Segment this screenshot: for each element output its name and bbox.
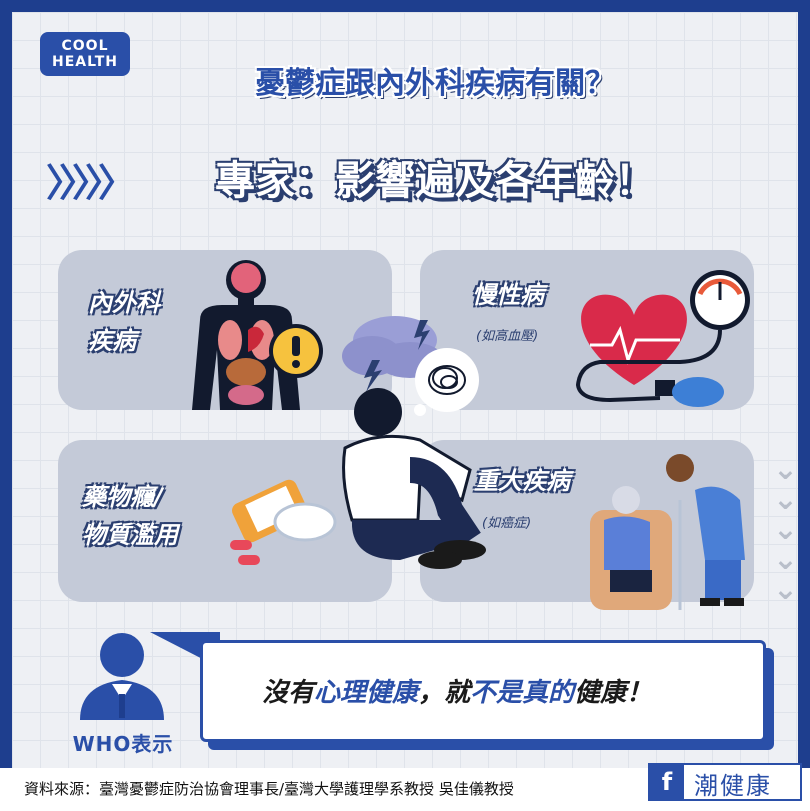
logo-line2: HEALTH [52,54,118,70]
pill-bottle-icon [230,479,337,565]
card-label-major: 重大疾病 [474,467,570,495]
card-label-line: 藥物癮/ [82,483,163,511]
brand-name[interactable]: 潮健康 [694,772,772,800]
sad-person-icon [342,388,486,569]
side-chevrons-icon: ⌄ ⌄ ⌄ ⌄ ⌄ [772,452,798,607]
headline: 憂鬱症跟內外科疾病有關？ [255,66,615,101]
tangled-thought-icon [414,348,479,416]
card-sub-major: (如癌症) [482,516,532,531]
facebook-icon[interactable]: f [650,765,684,799]
who-label: WHO表示 [72,732,174,756]
quote-highlight: 心理健康 [314,678,419,708]
quote-part: 健康！ [574,678,653,708]
speech-bubble [200,640,766,742]
cool-health-logo: COOL HEALTH [40,32,130,76]
card-label-chronic: 慢性病 [472,281,544,309]
heart-blood-pressure-icon [575,270,750,407]
quote-highlight: 不是真的 [470,678,575,708]
warning-icon [269,324,323,378]
subheadline: 專家：影響遍及各年齡！ [215,158,655,204]
who-quote: 沒有心理健康，就不是真的健康！ [262,672,652,709]
source-citation: 資料來源：臺灣憂鬱症防治協會理事長/臺灣大學護理學系教授 吳佳儀教授 [24,780,514,798]
human-anatomy-icon [192,260,300,410]
patient-nurse-icon [590,454,745,610]
card-label-internal: 內外科 疾病 [88,284,160,360]
card-label-line: 內外科 [88,289,160,317]
quote-part: 沒有 [262,678,315,708]
card-sub-chronic: (如高血壓) [476,329,539,344]
card-label-line: 物質濫用 [82,521,178,549]
card-label-line: 疾病 [88,327,136,355]
card-label-substance: 藥物癮/ 物質濫用 [82,478,178,554]
doctor-avatar-icon [80,633,164,720]
card-major-illness [420,440,754,602]
chevrons-icon: 〉〉〉〉〉 [46,161,136,205]
quote-part: ，就 [418,678,471,708]
logo-line1: COOL [61,38,109,54]
